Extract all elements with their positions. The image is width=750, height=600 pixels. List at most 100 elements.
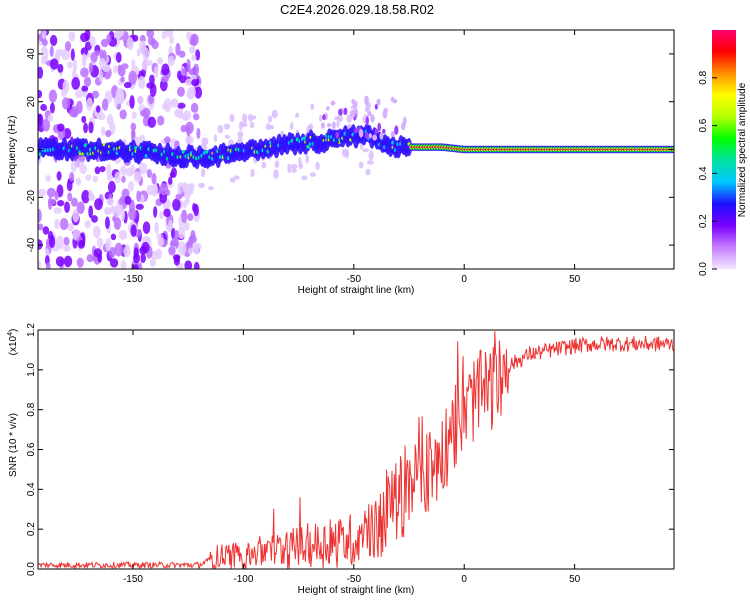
noise-blob bbox=[109, 258, 119, 268]
noise-blob bbox=[337, 114, 343, 123]
noise-blob bbox=[91, 90, 100, 99]
noise-blob bbox=[60, 88, 67, 98]
noise-blob bbox=[124, 195, 132, 205]
noise-blob bbox=[123, 81, 132, 89]
noise-blob bbox=[189, 183, 195, 195]
noise-blob bbox=[372, 134, 378, 141]
spectrogram-panel: -150 -100 -50 0 50 -40 -20 0 20 40 Height of str… bbox=[7, 29, 675, 296]
noise-blob bbox=[38, 239, 43, 250]
noise-blob bbox=[330, 100, 336, 106]
colorbar-tick-label: 0.0 bbox=[698, 262, 709, 276]
noise-blob bbox=[42, 38, 48, 46]
noise-blob bbox=[61, 97, 71, 110]
noise-blob bbox=[177, 226, 186, 239]
noise-blob bbox=[274, 160, 280, 169]
noise-blob bbox=[98, 70, 104, 83]
noise-blob bbox=[208, 186, 214, 191]
noise-blob bbox=[136, 96, 144, 105]
noise-blob bbox=[120, 165, 127, 176]
noise-blob bbox=[151, 40, 159, 50]
noise-blob bbox=[138, 162, 148, 175]
noise-blob bbox=[310, 103, 315, 111]
noise-blob bbox=[175, 42, 181, 56]
noise-blob bbox=[195, 49, 201, 61]
noise-blob bbox=[376, 98, 381, 106]
snr-panel: -150 -100 -50 0 50 0.0 0.2 0.4 0.6 0.8 1.0 1.2 Hei… bbox=[7, 323, 675, 596]
noise-blob bbox=[67, 61, 73, 69]
noise-blob bbox=[129, 164, 136, 175]
noise-blob bbox=[141, 241, 150, 254]
noise-blob bbox=[345, 149, 350, 159]
noise-blob bbox=[217, 124, 224, 134]
noise-blob bbox=[83, 76, 92, 88]
noise-blob bbox=[38, 208, 42, 223]
noise-blob bbox=[56, 171, 62, 181]
noise-blob bbox=[75, 100, 83, 114]
noise-blob bbox=[70, 197, 78, 207]
noise-blob bbox=[138, 40, 147, 53]
snr-scale-label: (x104) bbox=[7, 329, 19, 356]
noise-blob bbox=[119, 109, 127, 120]
noise-blob bbox=[326, 106, 330, 111]
noise-blob bbox=[109, 205, 119, 214]
noise-blob bbox=[149, 258, 157, 267]
noise-blob bbox=[81, 189, 90, 204]
noise-blob bbox=[146, 168, 153, 179]
noise-blob bbox=[367, 160, 374, 165]
noise-blob bbox=[338, 108, 343, 116]
noise-blob bbox=[265, 123, 271, 131]
noise-blob bbox=[168, 246, 176, 256]
noise-blob bbox=[156, 57, 164, 65]
noise-blob bbox=[177, 241, 187, 256]
noise-blob bbox=[123, 245, 131, 258]
noise-blob bbox=[156, 115, 165, 126]
noise-blob bbox=[63, 127, 72, 140]
noise-blob bbox=[38, 66, 44, 79]
noise-blob bbox=[69, 171, 75, 182]
noise-blob bbox=[41, 30, 47, 40]
noise-blob bbox=[290, 163, 298, 169]
noise-blob bbox=[94, 198, 103, 211]
noise-blob bbox=[107, 180, 116, 194]
noise-blob bbox=[319, 114, 323, 123]
noise-blob bbox=[71, 69, 77, 78]
y-tick-label: 1.0 bbox=[26, 362, 37, 376]
noise-blob bbox=[229, 177, 236, 183]
snr-series-line bbox=[38, 331, 674, 569]
noise-blob bbox=[109, 121, 116, 135]
noise-blob bbox=[110, 233, 117, 241]
noise-blob bbox=[105, 216, 110, 229]
noise-blob bbox=[181, 209, 188, 224]
snr-frame bbox=[37, 329, 675, 570]
snr-y-ticks: 0.0 0.2 0.4 0.6 0.8 1.0 1.2 bbox=[26, 323, 674, 576]
noise-blob bbox=[68, 108, 78, 118]
noise-blob bbox=[188, 68, 195, 76]
noise-blob bbox=[126, 37, 134, 51]
noise-blob bbox=[64, 201, 71, 213]
noise-blob bbox=[49, 102, 55, 114]
noise-blob bbox=[213, 134, 218, 143]
noise-blob bbox=[42, 118, 51, 132]
noise-blob bbox=[154, 221, 159, 235]
noise-blob bbox=[169, 171, 175, 178]
noise-blob bbox=[70, 160, 77, 173]
noise-blob bbox=[168, 219, 173, 232]
y-tick-label: -40 bbox=[26, 237, 37, 252]
noise-blob bbox=[106, 33, 112, 44]
noise-blob bbox=[368, 133, 372, 139]
noise-blob bbox=[223, 123, 231, 130]
noise-blob bbox=[287, 163, 292, 174]
noise-blob bbox=[335, 131, 340, 139]
snr-y-label: SNR (10 * v/v) bbox=[8, 413, 19, 477]
noise-blob bbox=[45, 262, 51, 269]
noise-blob bbox=[170, 99, 179, 109]
noise-blob bbox=[382, 128, 386, 134]
noise-blob bbox=[326, 123, 332, 128]
noise-blob bbox=[229, 113, 235, 123]
colorbar-label: Normalized spectral amplitude bbox=[737, 82, 748, 217]
noise-blob bbox=[54, 218, 60, 230]
noise-blob bbox=[309, 172, 316, 177]
noise-blob bbox=[136, 190, 141, 202]
noise-blob bbox=[308, 123, 314, 131]
